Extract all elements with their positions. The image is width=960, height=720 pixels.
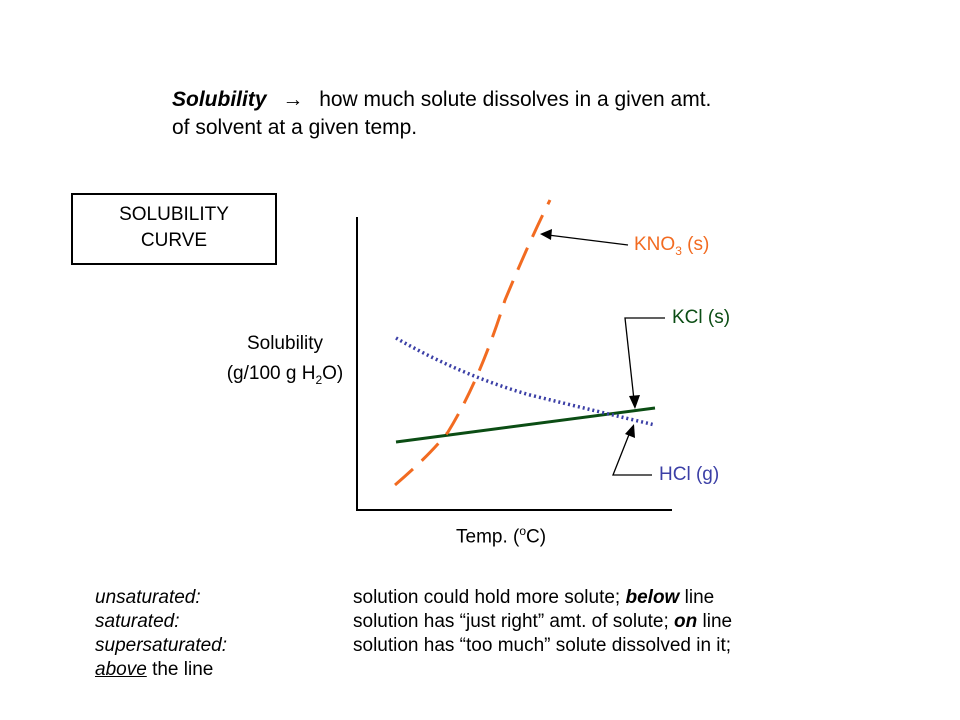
y-axis-unit-post: O)	[322, 363, 344, 384]
desc-unsaturated-pre: solution could hold more solute;	[353, 587, 621, 608]
kcl-pointer-head	[629, 395, 640, 409]
y-axis-label: Solubility (g/100 g H2O)	[200, 329, 370, 395]
y-axis-label-line-1: Solubility	[246, 333, 324, 354]
term-saturated: saturated:	[95, 611, 180, 632]
kno3-label-pre: KNO	[634, 234, 676, 255]
definition-text-2: of solvent at a given temp.	[172, 116, 418, 139]
y-axis-label-line-2: (g/100 g H2O)	[200, 359, 370, 395]
desc-saturated-pre: solution has “just right” amt. of solute…	[353, 611, 669, 632]
desc-unsaturated: solution could hold more solute; below l…	[353, 586, 714, 609]
definition-text-1: how much solute dissolves in a given amt…	[319, 88, 712, 111]
definition-line-1: Solubility → how much solute dissolves i…	[172, 86, 852, 114]
row-unsaturated: unsaturated: solution could hold more so…	[95, 586, 895, 609]
emph-above: above	[95, 659, 147, 680]
y-axis-unit-sub: 2	[315, 372, 323, 387]
kno3-label: KNO3 (s)	[634, 234, 709, 258]
x-axis-label-pre: Temp. (	[456, 526, 520, 548]
kcl-label: KCl (s)	[672, 307, 731, 328]
hcl-pointer	[612, 431, 652, 476]
row-supersaturated: supersaturated: solution has “too much” …	[95, 634, 895, 657]
definition-term: Solubility	[172, 88, 267, 111]
x-axis-label-sup: o	[519, 524, 527, 538]
emph-below: below	[625, 587, 680, 608]
x-axis-label-post: C)	[526, 526, 547, 548]
kno3-pointer	[547, 234, 629, 246]
kno3-curve	[394, 199, 552, 487]
desc-saturated-post: line	[702, 611, 733, 632]
kcl-pointer	[624, 317, 665, 401]
kcl-curve	[395, 406, 656, 444]
row-saturated: saturated: solution has “just right” amt…	[95, 610, 895, 633]
hcl-label: HCl (g)	[659, 464, 720, 485]
definition: Solubility → how much solute dissolves i…	[172, 86, 852, 142]
title-box: SOLUBILITY CURVE	[71, 193, 277, 265]
kno3-label-post: (s)	[681, 234, 710, 255]
term-supersaturated: supersaturated:	[95, 635, 228, 656]
x-axis-label: Temp. (oC)	[456, 524, 546, 548]
desc-saturated: solution has “just right” amt. of solute…	[353, 610, 732, 633]
arrow-icon: →	[282, 88, 304, 111]
hcl-pointer-head	[625, 424, 635, 438]
emph-on: on	[674, 611, 698, 632]
above-post: the line	[152, 659, 214, 680]
row-above: above the line	[95, 658, 895, 681]
kno3-pointer-head	[540, 229, 552, 240]
definitions-list: unsaturated: solution could hold more so…	[95, 586, 895, 696]
y-axis-unit-pre: (g/100 g H	[226, 363, 316, 384]
term-unsaturated: unsaturated:	[95, 587, 201, 608]
desc-supersaturated: solution has “too much” solute dissolved…	[353, 635, 732, 656]
hcl-curve	[395, 336, 656, 427]
kno3-label-sub: 3	[675, 243, 682, 258]
title-line-2: CURVE	[140, 230, 208, 251]
title-line-1: SOLUBILITY	[119, 204, 229, 225]
desc-unsaturated-post: line	[684, 587, 715, 608]
